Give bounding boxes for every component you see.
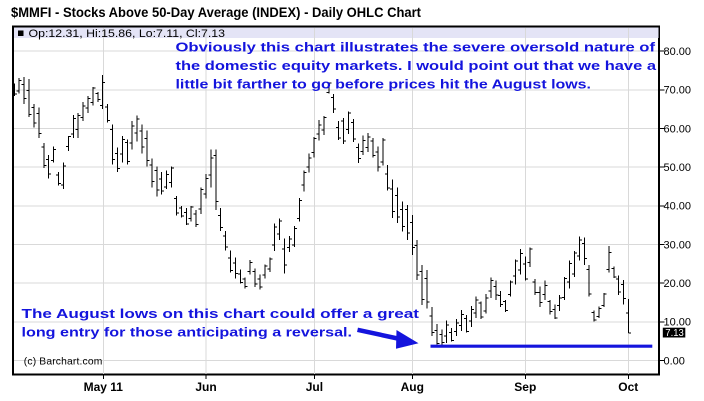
svg-text:20.00: 20.00 — [664, 278, 692, 290]
svg-text:70.00: 70.00 — [664, 85, 692, 97]
svg-text:May 11: May 11 — [84, 380, 124, 394]
svg-text:Op:12.31, Hi:15.86, Lo:7.11, C: Op:12.31, Hi:15.86, Lo:7.11, Cl:7.13 — [29, 28, 226, 40]
svg-text:10.00: 10.00 — [664, 317, 692, 329]
svg-text:0.00: 0.00 — [664, 355, 685, 367]
svg-text:40.00: 40.00 — [664, 201, 692, 213]
svg-text:50.00: 50.00 — [664, 162, 692, 174]
svg-text:little bit farther to go befor: little bit farther to go before prices h… — [176, 76, 592, 91]
svg-text:Jun: Jun — [195, 380, 216, 394]
svg-text:Jul: Jul — [306, 380, 323, 394]
svg-text:Obviously this chart illustrat: Obviously this chart illustrates the sev… — [176, 39, 656, 54]
svg-text:long entry for those anticipat: long entry for those anticipating a reve… — [22, 325, 353, 340]
svg-text:Oct: Oct — [618, 380, 638, 394]
svg-text:the domestic equity markets. I: the domestic equity markets. I would poi… — [176, 58, 657, 73]
svg-text:7.13: 7.13 — [665, 328, 684, 339]
svg-text:80.00: 80.00 — [664, 46, 692, 58]
svg-text:30.00: 30.00 — [664, 239, 692, 251]
svg-text:The August lows on this chart: The August lows on this chart could offe… — [22, 306, 420, 321]
svg-text:Sep: Sep — [514, 380, 536, 394]
svg-text:(c) Barchart.com: (c) Barchart.com — [24, 357, 103, 368]
svg-text:$MMFI - Stocks Above 50-Day Av: $MMFI - Stocks Above 50-Day Average (IND… — [11, 5, 421, 20]
svg-text:Aug: Aug — [401, 380, 424, 394]
svg-text:60.00: 60.00 — [664, 123, 692, 135]
